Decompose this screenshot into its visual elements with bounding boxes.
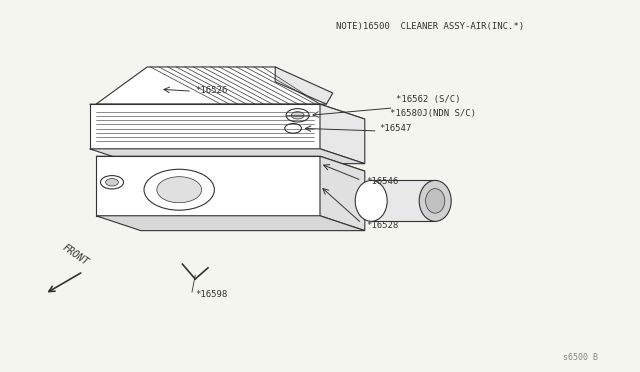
Polygon shape bbox=[90, 104, 320, 149]
Text: *16528: *16528 bbox=[366, 221, 398, 230]
Text: *16598: *16598 bbox=[195, 290, 227, 299]
Ellipse shape bbox=[426, 189, 445, 213]
Text: *16547: *16547 bbox=[379, 124, 411, 133]
Ellipse shape bbox=[419, 180, 451, 221]
Polygon shape bbox=[371, 180, 435, 221]
Circle shape bbox=[157, 177, 202, 203]
Text: *16580J(NDN S/C): *16580J(NDN S/C) bbox=[390, 109, 476, 118]
Circle shape bbox=[291, 112, 304, 119]
Polygon shape bbox=[275, 67, 333, 104]
Polygon shape bbox=[320, 156, 365, 231]
Circle shape bbox=[100, 176, 124, 189]
Circle shape bbox=[106, 179, 118, 186]
Polygon shape bbox=[96, 156, 320, 216]
Polygon shape bbox=[90, 104, 365, 119]
Circle shape bbox=[144, 169, 214, 210]
Text: *16526: *16526 bbox=[195, 86, 227, 95]
Polygon shape bbox=[96, 156, 365, 171]
Polygon shape bbox=[96, 216, 365, 231]
Text: *16546: *16546 bbox=[366, 177, 398, 186]
Polygon shape bbox=[96, 67, 326, 104]
Circle shape bbox=[286, 109, 309, 122]
Polygon shape bbox=[320, 104, 365, 164]
Text: s6500 B: s6500 B bbox=[563, 353, 598, 362]
Text: *16562 (S/C): *16562 (S/C) bbox=[396, 95, 460, 104]
Ellipse shape bbox=[355, 180, 387, 221]
Text: NOTE)16500  CLEANER ASSY-AIR(INC.*): NOTE)16500 CLEANER ASSY-AIR(INC.*) bbox=[336, 22, 524, 31]
Circle shape bbox=[285, 124, 301, 133]
Text: FRONT: FRONT bbox=[61, 243, 91, 268]
Polygon shape bbox=[90, 149, 365, 164]
